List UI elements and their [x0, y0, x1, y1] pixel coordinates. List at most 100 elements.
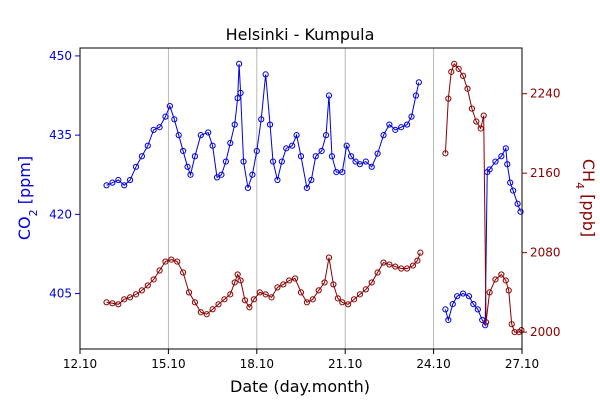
- ch4-point: [297, 289, 305, 296]
- ch4-point: [480, 112, 487, 119]
- ch4-point: [191, 299, 199, 306]
- y-right-title-main: CH: [579, 159, 598, 182]
- ch4-point: [445, 95, 452, 102]
- ch4-point: [414, 257, 421, 264]
- co2-point: [368, 163, 375, 170]
- ch4-point: [109, 300, 116, 307]
- co2-point: [474, 306, 481, 313]
- plot-frame: [79, 47, 523, 350]
- ch4-point: [162, 258, 169, 265]
- co2-point: [517, 208, 524, 215]
- ch4-point: [280, 281, 287, 288]
- ch4-point: [286, 277, 293, 284]
- y-right-tick-label: 2000: [530, 325, 561, 339]
- co2-point: [197, 132, 204, 139]
- ch4-point: [325, 254, 333, 261]
- ch4-point: [417, 249, 424, 256]
- co2-line: [444, 146, 521, 328]
- co2-point: [514, 200, 521, 207]
- x-tick-label: 21.10: [328, 357, 362, 371]
- co2-point: [339, 169, 346, 176]
- ch4-point: [180, 269, 187, 276]
- co2-point: [144, 142, 151, 149]
- ch4-point: [455, 65, 462, 72]
- x-axis-title: Date (day.month): [230, 377, 370, 396]
- co2-point: [266, 121, 274, 128]
- co2-point: [236, 60, 243, 67]
- ch4-point: [403, 265, 411, 272]
- co2-point: [498, 153, 505, 160]
- ch4-point: [144, 282, 151, 289]
- y-axis-left-title: CO2 [ppm]: [15, 156, 40, 240]
- co2-point: [507, 179, 514, 186]
- ch4-point: [448, 68, 455, 75]
- co2-point: [442, 306, 449, 313]
- ch4-point: [231, 279, 238, 286]
- co2-point: [237, 89, 244, 96]
- co2-point: [213, 174, 221, 181]
- co2-point: [386, 121, 393, 128]
- y-left-title-main: CO: [15, 216, 34, 240]
- co2-point: [318, 147, 325, 155]
- ch4-point: [203, 311, 210, 318]
- x-tick-label: 18.10: [240, 357, 274, 371]
- co2-point: [347, 153, 355, 160]
- y-right-tick-label: 2240: [530, 87, 561, 101]
- co2-point: [465, 293, 473, 300]
- y-axis-right: 2000 2080 2160 2240: [522, 87, 561, 339]
- ch4-point: [374, 269, 381, 276]
- ch4-point: [262, 291, 269, 298]
- co2-point: [231, 121, 238, 128]
- ch4-point: [362, 286, 369, 293]
- co2-point: [325, 92, 333, 99]
- series-co2: [103, 60, 524, 329]
- co2-point: [283, 145, 290, 152]
- co2-point: [312, 153, 319, 160]
- co2-point: [356, 161, 364, 168]
- ch4-point: [132, 291, 140, 298]
- ch4-point: [508, 321, 515, 328]
- ch4-point: [464, 85, 471, 92]
- co2-point: [308, 176, 315, 184]
- ch4-point: [392, 263, 399, 270]
- co2-point: [504, 161, 511, 168]
- co2-point: [274, 176, 281, 184]
- co2-point: [191, 153, 199, 160]
- co2-point: [392, 126, 399, 133]
- ch4-point: [477, 125, 484, 132]
- co2-point: [297, 153, 305, 160]
- ch4-point: [256, 289, 263, 296]
- ch4-point: [451, 60, 458, 67]
- co2-point: [293, 132, 300, 139]
- co2-point: [150, 126, 157, 133]
- co2-point: [322, 132, 330, 139]
- ch4-point: [246, 304, 253, 311]
- ch4-point: [511, 329, 518, 336]
- ch4-point: [502, 277, 509, 284]
- ch4-point: [473, 118, 480, 125]
- ch4-point: [234, 271, 241, 278]
- ch4-point: [339, 299, 346, 306]
- co2-point: [187, 171, 194, 178]
- y-right-title-sub: 4: [574, 182, 587, 189]
- co2-point: [303, 184, 310, 192]
- co2-point: [352, 158, 359, 165]
- co2-point: [486, 166, 493, 173]
- co2-point: [109, 179, 116, 186]
- co2-point: [328, 153, 336, 160]
- x-tick-label: 15.10: [151, 357, 185, 371]
- co2-point: [398, 124, 405, 131]
- ch4-point: [138, 287, 145, 294]
- y-right-tick-label: 2160: [530, 166, 561, 180]
- co2-line: [106, 63, 420, 190]
- ch4-line: [106, 252, 421, 315]
- co2-point: [269, 158, 277, 165]
- co2-point: [184, 163, 191, 170]
- ch4-point: [156, 267, 163, 274]
- co2-point: [412, 92, 420, 99]
- co2-point: [132, 163, 140, 170]
- ch4-point: [505, 287, 512, 294]
- ch4-point: [459, 72, 467, 79]
- series-ch4: [103, 60, 525, 336]
- y-left-tick-label: 450: [49, 49, 72, 63]
